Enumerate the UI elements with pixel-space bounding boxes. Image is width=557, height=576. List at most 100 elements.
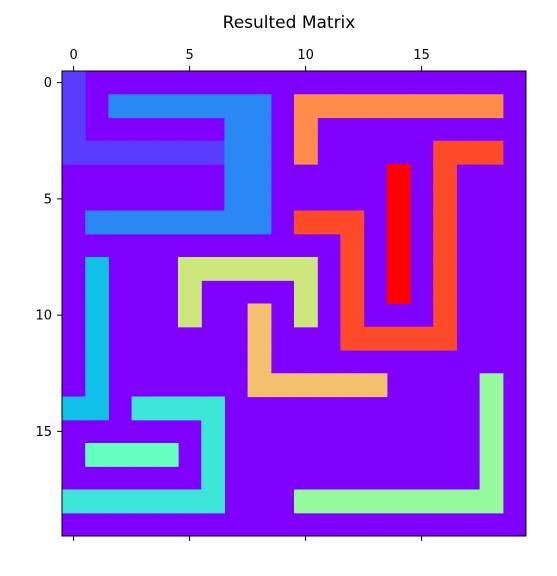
matrix-cells (62, 71, 526, 536)
matrix-cell (479, 419, 504, 444)
x-tick-label: 10 (297, 48, 314, 63)
matrix-cell (131, 443, 156, 467)
matrix-cell (294, 210, 318, 235)
matrix-cell (479, 443, 504, 467)
matrix-cell (294, 140, 318, 165)
matrix-cell (201, 94, 225, 119)
matrix-cell (224, 257, 249, 281)
matrix-cell (433, 94, 457, 119)
matrix-cell (317, 373, 341, 398)
matrix-cell (108, 210, 133, 235)
matrix-cell (433, 326, 457, 351)
matrix-cell (85, 257, 109, 281)
matrix-cell (108, 489, 133, 514)
matrix-cell (479, 489, 504, 514)
matrix-cell (178, 303, 202, 328)
matrix-cell (386, 326, 411, 351)
matrix-cell (131, 396, 156, 421)
axes-frame (61, 70, 527, 537)
matrix-cell (294, 94, 318, 119)
matrix-cell (340, 280, 365, 305)
matrix-cell (479, 396, 504, 421)
matrix-cell (340, 373, 365, 398)
matrix-cell (456, 140, 481, 165)
matrix-cell (201, 210, 225, 235)
matrix-region-9 (62, 396, 225, 514)
matrix-cell (62, 140, 86, 165)
matrix-cell (247, 257, 272, 281)
matrix-cell (456, 489, 481, 514)
matrix-cell (201, 140, 225, 165)
matrix-cell (201, 443, 225, 467)
matrix-cell (154, 443, 179, 467)
matrix-cell (154, 140, 179, 165)
matrix-cell (340, 210, 365, 235)
matrix-cell (294, 117, 318, 142)
matrix-cell (108, 94, 133, 119)
matrix-region-10 (85, 443, 179, 467)
matrix-cell (131, 94, 156, 119)
matrix-cell (433, 233, 457, 258)
matrix-cell (85, 373, 109, 398)
matrix-cell (85, 350, 109, 374)
matrix-cell (247, 94, 272, 119)
matrix-cell (154, 94, 179, 119)
matrix-region-3 (294, 94, 504, 165)
matrix-cell (201, 466, 225, 491)
matrix-cell (224, 164, 249, 188)
matrix-cell (294, 489, 318, 514)
matrix-cell (247, 117, 272, 142)
matrix-cell (386, 94, 411, 119)
matrix-cell (85, 396, 109, 421)
matrix-cell (386, 210, 411, 235)
y-tick-label: 5 (44, 192, 52, 207)
matrix-cell (363, 94, 388, 119)
matrix-cell (363, 326, 388, 351)
matrix-cell (62, 71, 86, 95)
matrix-cell (317, 94, 341, 119)
x-tick-label: 5 (185, 48, 193, 63)
matrix-cell (294, 303, 318, 328)
matrix-cell (62, 117, 86, 142)
matrix-cell (247, 373, 272, 398)
matrix-cell (270, 373, 295, 398)
matrix-cell (340, 257, 365, 281)
matrix-cell (317, 210, 341, 235)
matrix-cell (85, 489, 109, 514)
axis-ticks: 0 5 10 15 0 5 10 15 (35, 48, 430, 541)
matrix-region-6 (178, 257, 318, 328)
x-tick-label: 0 (69, 48, 77, 63)
matrix-cell (386, 280, 411, 305)
matrix-cell (62, 396, 86, 421)
matrix-cell (247, 187, 272, 212)
matrix-cell (479, 466, 504, 491)
matrix-cell (433, 257, 457, 281)
matrix-cell (178, 489, 202, 514)
matrix-cell (386, 257, 411, 281)
matrix-cell (85, 303, 109, 328)
matrix-cell (433, 280, 457, 305)
matrix-cell (85, 443, 109, 467)
matrix-cell (85, 210, 109, 235)
matrix-cell (178, 210, 202, 235)
matrix-cell (386, 233, 411, 258)
matrix-cell (433, 164, 457, 188)
matrix-cell (294, 373, 318, 398)
matrix-cell (131, 140, 156, 165)
matrix-cell (456, 94, 481, 119)
matrix-cell (363, 373, 388, 398)
matrix-cell (85, 326, 109, 351)
matrix-cell (224, 117, 249, 142)
matrix-cell (363, 489, 388, 514)
matrix-cell (340, 233, 365, 258)
matrix-cell (154, 489, 179, 514)
matrix-cell (85, 280, 109, 305)
matrix-cell (85, 140, 109, 165)
matrix-cell (386, 164, 411, 188)
matrix-cell (340, 303, 365, 328)
x-tick-label: 15 (413, 48, 430, 63)
matrix-cell (178, 257, 202, 281)
matrix-cell (178, 140, 202, 165)
matrix-cell (270, 257, 295, 281)
